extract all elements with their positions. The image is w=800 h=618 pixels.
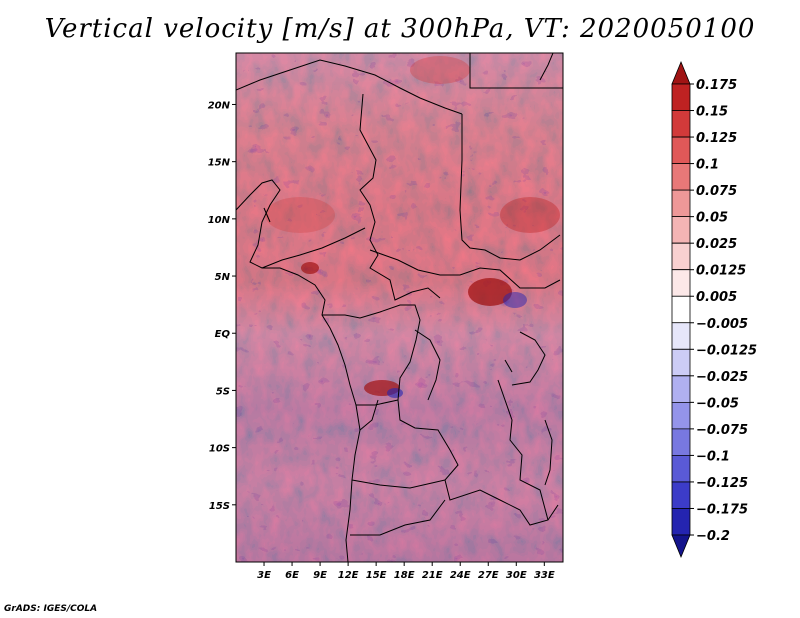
- x-tick-label: 24E: [450, 570, 471, 581]
- colorbar-label: 0.075: [696, 184, 737, 199]
- colorbar-cell: [671, 216, 691, 244]
- axis-ticks: 3E 6E 9E 12E 15E 18E 21E 24E 27E 30E 33E 20N 15N 10N 5…: [208, 100, 555, 581]
- colorbar-label: −0.175: [696, 502, 748, 517]
- colorbar-label: −0.075: [696, 423, 748, 438]
- x-tick-label: 15E: [366, 570, 387, 581]
- colorbar-cell: [671, 242, 691, 271]
- colorbar-label: 0.0125: [696, 264, 746, 279]
- colorbar: 0.175 0.15 0.125 0.1 0.075 0.05 0.025 0.0125 0.0…: [671, 60, 757, 559]
- x-tick-label: 12E: [338, 570, 359, 581]
- colorbar-cell: [671, 375, 691, 403]
- y-tick-label: 5N: [215, 272, 231, 283]
- x-tick-label: 33E: [534, 570, 555, 581]
- y-tick-label: 5S: [216, 386, 230, 397]
- colorbar-cell: [671, 110, 691, 138]
- colorbar-label: 0.175: [696, 78, 737, 93]
- colorbar-label: 0.025: [696, 237, 737, 252]
- x-tick-label: 21E: [422, 570, 443, 581]
- colorbar-cell: [671, 348, 691, 377]
- colorbar-cell: [671, 428, 691, 456]
- y-tick-label: 15S: [209, 501, 230, 512]
- velocity-field: [236, 53, 563, 562]
- colorbar-cell: [671, 322, 691, 350]
- political-boundaries: [236, 53, 563, 562]
- map-frame: [235, 52, 564, 563]
- colorbar-label: 0.15: [696, 105, 728, 120]
- colorbar-cell: [671, 401, 691, 430]
- y-tick-label: 15N: [208, 158, 231, 169]
- colorbar-label: −0.0125: [696, 343, 757, 358]
- colorbar-label: 0.05: [696, 211, 728, 226]
- colorbar-cell: [671, 60, 691, 85]
- colorbar-label: 0.125: [696, 131, 737, 146]
- colorbar-label: −0.05: [696, 396, 739, 411]
- colorbar-cell: [671, 83, 691, 111]
- y-tick-label: 10N: [208, 215, 231, 226]
- x-tick-label: 9E: [313, 570, 327, 581]
- colorbar-cell: [671, 534, 691, 559]
- colorbar-cell: [671, 269, 691, 297]
- colorbar-label: −0.2: [696, 529, 730, 544]
- colorbar-cell: [671, 295, 691, 324]
- y-tick-label: 10S: [209, 444, 230, 455]
- colorbar-label: −0.005: [696, 317, 748, 332]
- colorbar-label: −0.125: [696, 476, 748, 491]
- grads-credit: GrADS: IGES/COLA: [4, 604, 98, 614]
- y-tick-label: 20N: [208, 100, 231, 111]
- colorbar-cell: [671, 508, 691, 536]
- colorbar-label: 0.005: [696, 290, 737, 305]
- chart-title: Vertical velocity [m/s] at 300hPa, VT: 2…: [44, 14, 756, 44]
- colorbar-cell: [671, 136, 691, 164]
- y-tick-label: EQ: [215, 329, 231, 340]
- colorbar-cell: [671, 481, 691, 509]
- colorbar-cell: [671, 455, 691, 483]
- x-tick-label: 6E: [285, 570, 299, 581]
- colorbar-cell: [671, 163, 691, 191]
- x-tick-label: 27E: [478, 570, 499, 581]
- colorbar-label: −0.1: [696, 449, 730, 464]
- strong-updraft-cells: [265, 56, 560, 398]
- x-tick-label: 30E: [506, 570, 527, 581]
- x-tick-label: 18E: [394, 570, 415, 581]
- colorbar-label: −0.025: [696, 370, 748, 385]
- colorbar-cell: [671, 189, 691, 218]
- colorbar-label: 0.1: [696, 158, 719, 173]
- x-tick-label: 3E: [257, 570, 271, 581]
